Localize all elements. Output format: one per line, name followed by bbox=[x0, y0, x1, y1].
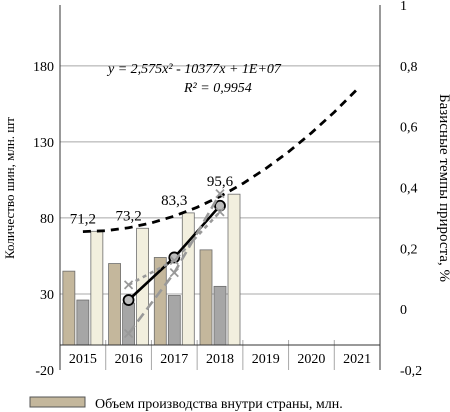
growth-marker bbox=[168, 251, 181, 264]
x-tick-label: 2021 bbox=[343, 352, 371, 367]
y-axis-title: Количество шин, млн. шт bbox=[2, 117, 17, 259]
y2-tick-label: 0 bbox=[400, 303, 407, 318]
y2-tick-label: 0,4 bbox=[400, 182, 418, 197]
y-tick-label: 80 bbox=[40, 212, 54, 227]
bar bbox=[90, 230, 104, 346]
growth-marker bbox=[123, 328, 134, 339]
bar bbox=[227, 193, 241, 346]
x-tick-label: 2017 bbox=[160, 352, 188, 367]
y-tick-label: 180 bbox=[33, 60, 54, 75]
y2-tick-label: 1 bbox=[400, 0, 407, 14]
bar bbox=[213, 285, 227, 346]
y2-axis-title: Базисные темпы прироста, % bbox=[436, 94, 450, 282]
legend-label: Объем производства внутри страны, млн. bbox=[95, 397, 343, 412]
data-label: 71,2 bbox=[70, 211, 96, 227]
legend: Объем производства внутри страны, млн. bbox=[29, 396, 343, 412]
growth-marker bbox=[169, 268, 179, 278]
axes bbox=[59, 5, 381, 370]
x-tick-label: 2016 bbox=[115, 352, 143, 367]
growth-marker bbox=[215, 188, 225, 199]
bar bbox=[62, 270, 76, 346]
bar bbox=[122, 302, 135, 346]
trendline-equation: y = 2,575x² - 10377x + 1E+07 bbox=[106, 62, 282, 77]
x-tick-label: 2018 bbox=[206, 352, 234, 367]
data-label: 73,2 bbox=[115, 208, 141, 224]
bar bbox=[181, 212, 195, 346]
labels: 71,2 73,2 83,3 95,6 -20 30 80 130 180 -0,2 0 0,2 0,4… bbox=[33, 0, 422, 379]
bars bbox=[62, 193, 241, 346]
growth-lines bbox=[122, 188, 226, 339]
trendline bbox=[82, 88, 359, 233]
growth-marker bbox=[215, 207, 225, 217]
data-label: 83,3 bbox=[161, 193, 187, 209]
x-tick-label: 2020 bbox=[297, 352, 325, 367]
bar bbox=[199, 249, 213, 346]
x-tick-label: 2015 bbox=[69, 352, 97, 367]
bar bbox=[76, 299, 90, 346]
data-label: 95,6 bbox=[207, 174, 234, 190]
growth-marker bbox=[169, 255, 179, 266]
y-tick-label: -20 bbox=[35, 364, 54, 379]
growth-marker bbox=[123, 280, 134, 290]
y2-tick-label: 0,2 bbox=[400, 242, 418, 257]
x-tick-label: 2019 bbox=[252, 352, 280, 367]
legend-swatch bbox=[29, 396, 86, 408]
y-tick-label: 30 bbox=[40, 288, 54, 303]
y2-tick-label: -0,2 bbox=[400, 364, 422, 379]
trendline-path bbox=[82, 88, 359, 233]
y-tick-label: 130 bbox=[33, 136, 54, 151]
y2-tick-label: 0,8 bbox=[400, 60, 418, 75]
trendline-r2: R² = 0,9954 bbox=[183, 81, 252, 96]
bar bbox=[167, 295, 181, 346]
bar bbox=[108, 263, 121, 346]
y2-tick-label: 0,6 bbox=[400, 121, 418, 136]
growth-marker bbox=[122, 294, 135, 306]
